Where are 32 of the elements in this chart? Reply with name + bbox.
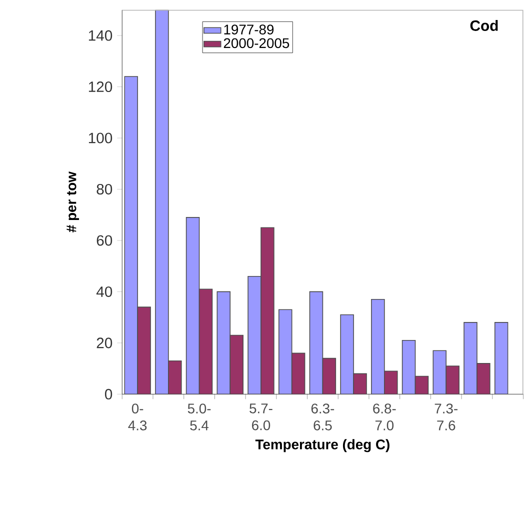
bar [446,365,460,394]
bar [230,334,244,394]
bar [414,376,429,394]
bar [291,352,306,394]
bar [198,288,213,394]
y-axis-title: # per tow [66,171,80,232]
bar [353,373,367,394]
y-tick-label: 80 [96,184,112,194]
y-tick-label: 40 [96,286,112,297]
y-tick-label: 20 [96,338,112,348]
bar [384,370,398,394]
legend-label: 1977-89 [224,24,274,34]
legend-label: 2000-2005 [224,38,290,48]
y-tick-label: 140 [88,30,112,41]
x-tick-label: 7.3- 7.6 [434,403,458,430]
bar [260,227,274,394]
x-tick-label: 5.0- 5.4 [188,403,211,430]
bar [494,322,508,394]
x-tick-label: 6.3- 6.5 [311,403,334,430]
y-tick-label: 60 [96,235,112,246]
x-tick-label: 5.7- 6.0 [250,403,272,430]
bar [322,358,336,394]
y-tick-label: 0 [104,388,112,400]
y-tick-label: 120 [88,81,112,92]
x-tick-label: 6.8- 7.0 [373,403,396,430]
bar [168,360,182,394]
text: Cod [470,20,498,31]
bar [476,362,490,394]
x-tick-label: 0- 4.3 [128,403,147,430]
y-tick-label: 100 [88,132,112,144]
x-axis-title: Temperature (deg C) [255,438,390,452]
bar [137,306,151,394]
